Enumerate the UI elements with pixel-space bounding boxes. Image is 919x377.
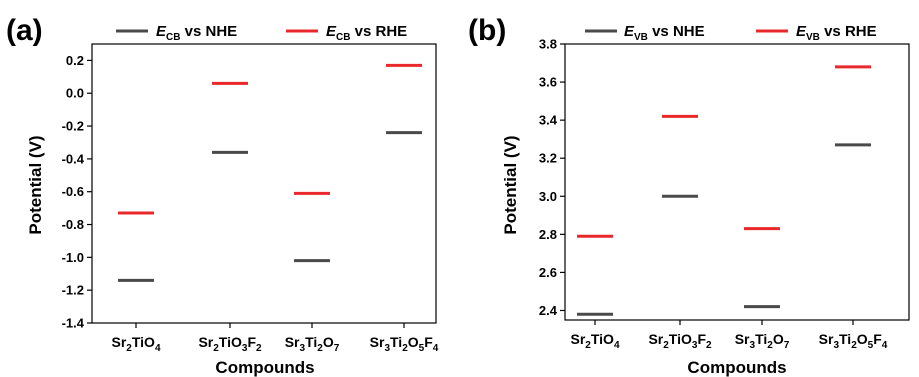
panel-b-y-tick-label: 3.8: [539, 37, 557, 52]
panel-a-y-tick-label: -0.8: [62, 217, 84, 232]
panel-b-y-tick-label: 3.2: [539, 151, 557, 166]
panel-a-plot-frame: [91, 43, 437, 324]
legend-label-a-0: ECB vs NHE: [156, 23, 237, 43]
panel-b-y-tick-label: 3.6: [539, 75, 557, 90]
panel-b-y-tick-label: 2.8: [539, 227, 557, 242]
panel-b-category-label: Sr3Ti2O7: [735, 331, 790, 351]
panel-b-y-axis-title: Potential (V): [501, 135, 520, 234]
panel-b-legend: EVB vs NHE EVB vs RHE: [585, 23, 877, 43]
panel-b-category-label: Sr2TiO3F2: [648, 331, 712, 351]
panel-a-chart: (a) ECB vs NHE ECB vs RHE -1.4 -1.2 -1.0 -0…: [6, 14, 439, 377]
panel-b-category-label: Sr2TiO4: [571, 331, 620, 351]
panel-a-y-axis-title: Potential (V): [26, 135, 45, 234]
panel-b-plot-frame: [564, 43, 910, 321]
panel-a-y-tick-label: -1.4: [62, 316, 85, 331]
panel-b-category-label: Sr3Ti2O5F4: [819, 331, 888, 351]
panel-a-category-label: Sr3Ti2O5F4: [370, 334, 439, 354]
panel-a-y-tick-label: 0.2: [66, 53, 84, 68]
legend-label-b-0: EVB vs NHE: [624, 23, 705, 43]
panel-a-category-label: Sr2TiO4: [112, 334, 161, 354]
panel-b-chart: (b) EVB vs NHE EVB vs RHE 2.4 2.6 2.8 3.0 3.…: [468, 14, 910, 377]
panel-b-y-tick-label: 3.0: [539, 189, 557, 204]
panel-b-y-tick-label: 2.6: [539, 265, 557, 280]
panel-a-y-tick-label: -0.6: [62, 184, 84, 199]
panel-a-y-tick-label: -0.2: [62, 119, 84, 134]
panel-a-legend: ECB vs NHE ECB vs RHE: [116, 23, 407, 43]
panel-b-y-tick-label: 3.4: [539, 113, 558, 128]
panel-a-y-tick-label: -0.4: [62, 151, 85, 166]
panel-a-category-label: Sr2TiO3F2: [198, 334, 262, 354]
panel-b-x-axis-title: Compounds: [687, 358, 786, 377]
panel-a-y-tick-label: -1.2: [62, 283, 84, 298]
legend-label-a-1: ECB vs RHE: [326, 23, 407, 43]
panel-a-y-tick-label: 0.0: [66, 86, 84, 101]
panel-b-y-tick-label: 2.4: [539, 303, 558, 318]
panel-a-category-label: Sr3Ti2O7: [285, 334, 340, 354]
legend-label-b-1: EVB vs RHE: [796, 23, 877, 43]
panel-b-label: (b): [468, 14, 506, 47]
panel-a-y-tick-label: -1.0: [62, 250, 84, 265]
panel-a-label: (a): [6, 14, 43, 47]
panel-a-x-axis-title: Compounds: [215, 358, 314, 377]
